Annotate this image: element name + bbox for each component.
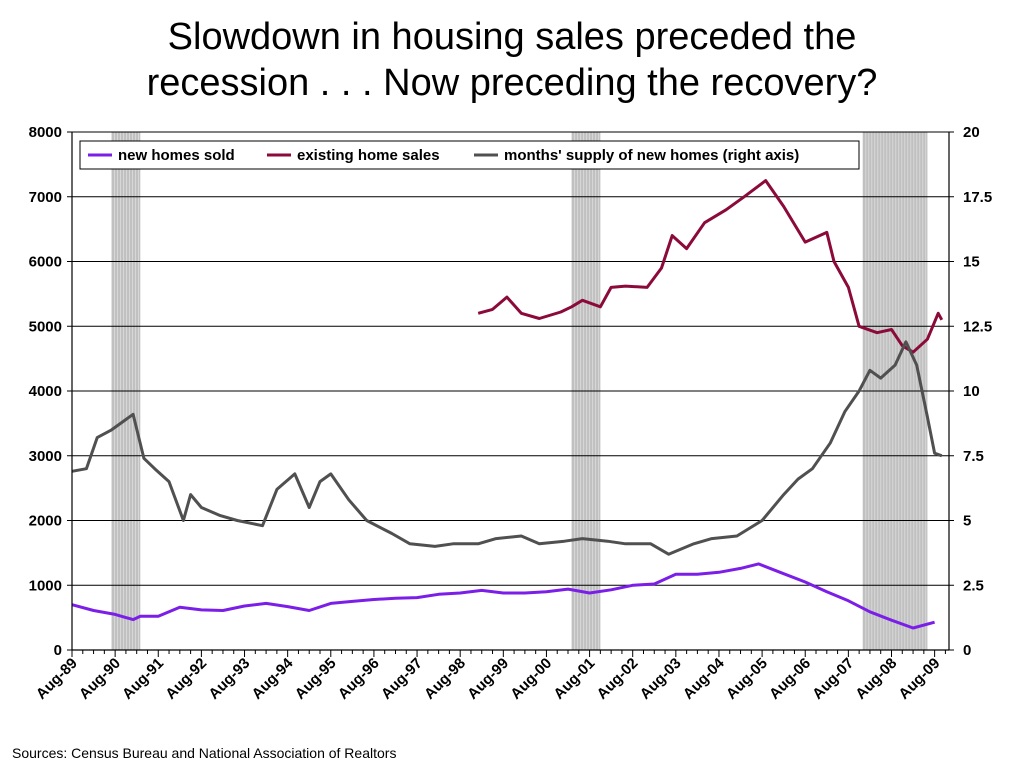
x-tick-label: Aug-03 — [637, 655, 685, 703]
y-left-tick-label: 0 — [54, 642, 62, 659]
months-supply-line — [71, 340, 943, 556]
legend-label: months' supply of new homes (right axis) — [504, 147, 799, 164]
x-tick-label: Aug-04 — [680, 654, 728, 702]
x-tick-label: Aug-01 — [550, 655, 598, 703]
legend-label: existing home sales — [297, 147, 440, 164]
x-tick-label: Aug-93 — [205, 655, 253, 703]
x-tick-label: Aug-06 — [766, 655, 814, 703]
x-tick-label: Aug-95 — [292, 655, 340, 703]
y-right-tick-label: 17.5 — [963, 189, 992, 206]
y-left-tick-label: 3000 — [29, 448, 62, 465]
y-left-tick-label: 7000 — [29, 189, 62, 206]
chart-title-line2: recession . . . Now preceding the recove… — [146, 62, 878, 104]
y-right-tick-label: 0 — [963, 642, 971, 659]
existing-home-sales-line — [477, 179, 944, 354]
y-left-tick-label: 4000 — [29, 383, 62, 400]
y-left-tick-label: 1000 — [29, 577, 62, 594]
chart-title-line1: Slowdown in housing sales preceded the — [167, 16, 857, 58]
new-homes-sold-line — [71, 562, 935, 630]
source-note: Sources: Census Bureau and National Asso… — [12, 745, 397, 761]
x-tick-label: Aug-89 — [33, 655, 81, 703]
x-tick-label: Aug-97 — [378, 655, 426, 703]
x-tick-label: Aug-98 — [421, 655, 469, 703]
y-right-tick-label: 15 — [963, 254, 980, 271]
legend: new homes sold existing home sales months'… — [79, 140, 860, 170]
x-tick-label: Aug-94 — [249, 654, 297, 702]
y-right-tick-label: 12.5 — [963, 318, 992, 335]
x-tick-label: Aug-05 — [723, 655, 771, 703]
y-right-tick-label: 20 — [963, 124, 980, 141]
chart-title: Slowdown in housing sales preceded the r… — [0, 14, 1024, 106]
x-tick-label: Aug-90 — [76, 655, 124, 703]
x-tick-label: Aug-08 — [852, 655, 900, 703]
x-tick-label: Aug-02 — [594, 655, 642, 703]
x-tick-label: Aug-91 — [119, 655, 167, 703]
y-left-tick-label: 8000 — [29, 124, 62, 141]
x-tick-label: Aug-07 — [809, 655, 857, 703]
x-tick-label: Aug-00 — [507, 655, 555, 703]
x-tick-label: Aug-96 — [335, 655, 383, 703]
x-tick-label: Aug-99 — [464, 655, 512, 703]
y-right-tick-label: 2.5 — [963, 577, 984, 594]
y-left-tick-label: 5000 — [29, 318, 62, 335]
x-tick-label: Aug-92 — [162, 655, 210, 703]
y-left-tick-label: 2000 — [29, 513, 62, 530]
y-right-tick-label: 10 — [963, 383, 980, 400]
y-right-tick-label: 5 — [963, 513, 971, 530]
y-right-tick-label: 7.5 — [963, 448, 984, 465]
legend-label: new homes sold — [118, 147, 235, 164]
x-tick-label: Aug-09 — [895, 655, 943, 703]
y-left-tick-label: 6000 — [29, 254, 62, 271]
